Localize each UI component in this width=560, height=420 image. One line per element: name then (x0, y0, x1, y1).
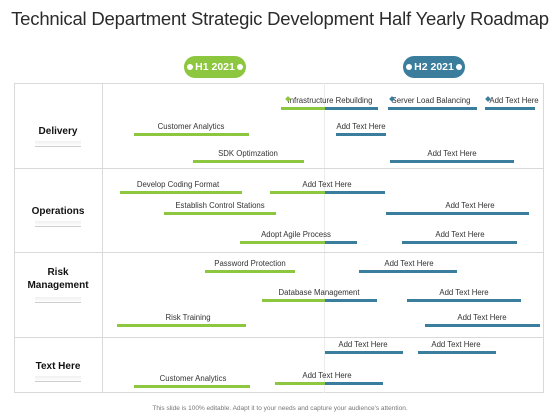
task-bar-h1 (281, 107, 325, 110)
task-bar-h1 (275, 382, 325, 385)
row-label-shadow (35, 297, 81, 302)
task-label: SDK Optimzation (218, 149, 278, 158)
task-bar-h1 (270, 191, 325, 194)
row-divider (14, 337, 544, 338)
task-bar-h2 (407, 299, 521, 302)
task-bar-h2 (359, 270, 457, 273)
task-bar-h1 (262, 299, 325, 302)
task-bar-h1 (134, 385, 250, 388)
half-year-divider (324, 83, 325, 393)
row-divider (14, 252, 544, 253)
task-bar-h2 (325, 107, 378, 110)
footer-note: This slide is 100% editable. Adapt it to… (152, 405, 408, 412)
task-bar-h1 (240, 241, 325, 244)
task-bar-h2 (388, 107, 477, 110)
task-bar-h2 (402, 241, 517, 244)
task-label: Add Text Here (302, 371, 352, 380)
task-label: Establish Control Stations (175, 201, 265, 210)
task-label: Add Text Here (439, 288, 489, 297)
task-label: Database Management (278, 288, 360, 297)
row-label-shadow (35, 221, 81, 226)
task-bar-h1 (205, 270, 295, 273)
task-bar-h2 (425, 324, 540, 327)
roadmap-grid (14, 83, 544, 393)
row-divider (14, 168, 544, 169)
period-h1-badge: H1 2021 (184, 56, 246, 78)
row-label-underline (35, 226, 81, 227)
task-label: Customer Analytics (159, 374, 227, 383)
task-bar-h2 (325, 382, 383, 385)
task-label: Customer Analytics (157, 122, 225, 131)
task-bar-h2 (325, 241, 357, 244)
task-bar-h2 (485, 107, 535, 110)
task-label: Add Text Here (338, 340, 388, 349)
row-label-text-here: Text Here (35, 361, 81, 372)
task-bar-h1 (164, 212, 276, 215)
task-label: Add Text Here (384, 259, 434, 268)
task-label: Add Text Here (457, 313, 507, 322)
task-label: Infrastructure Rebuilding (287, 96, 373, 105)
task-bar-h2 (336, 133, 386, 136)
task-label: Add Text Here (445, 201, 495, 210)
task-bar-h2 (325, 351, 403, 354)
row-label-underline (35, 302, 81, 303)
task-label: Add Text Here (489, 96, 539, 105)
task-bar-h1 (117, 324, 246, 327)
task-label: Add Text Here (435, 230, 485, 239)
row-label-risk: Risk Management (27, 267, 89, 291)
task-label: Add Text Here (431, 340, 481, 349)
task-label: Add Text Here (302, 180, 352, 189)
row-label-operations: Operations (31, 206, 85, 217)
page-title: Technical Department Strategic Developme… (11, 8, 549, 29)
task-bar-h1 (134, 133, 249, 136)
task-label: Password Protection (214, 259, 286, 268)
task-bar-h1 (120, 191, 242, 194)
label-column-divider (102, 83, 103, 393)
task-label: Add Text Here (336, 122, 386, 131)
task-bar-h1 (193, 160, 304, 163)
row-label-shadow (35, 141, 81, 146)
task-bar-h2 (386, 212, 529, 215)
row-label-underline (35, 146, 81, 147)
task-label: Develop Coding Format (136, 180, 220, 189)
period-h2-badge: H2 2021 (403, 56, 465, 78)
row-label-shadow (35, 376, 81, 381)
task-bar-h2 (390, 160, 514, 163)
task-label: Add Text Here (427, 149, 477, 158)
task-bar-h2 (325, 299, 377, 302)
task-label: Risk Training (165, 313, 211, 322)
task-label: Server Load Balancing (391, 96, 471, 105)
row-label-underline (35, 381, 81, 382)
task-label: Adopt Agile Process (261, 230, 331, 239)
task-bar-h2 (325, 191, 385, 194)
task-bar-h2 (418, 351, 496, 354)
row-label-delivery: Delivery (38, 126, 78, 137)
